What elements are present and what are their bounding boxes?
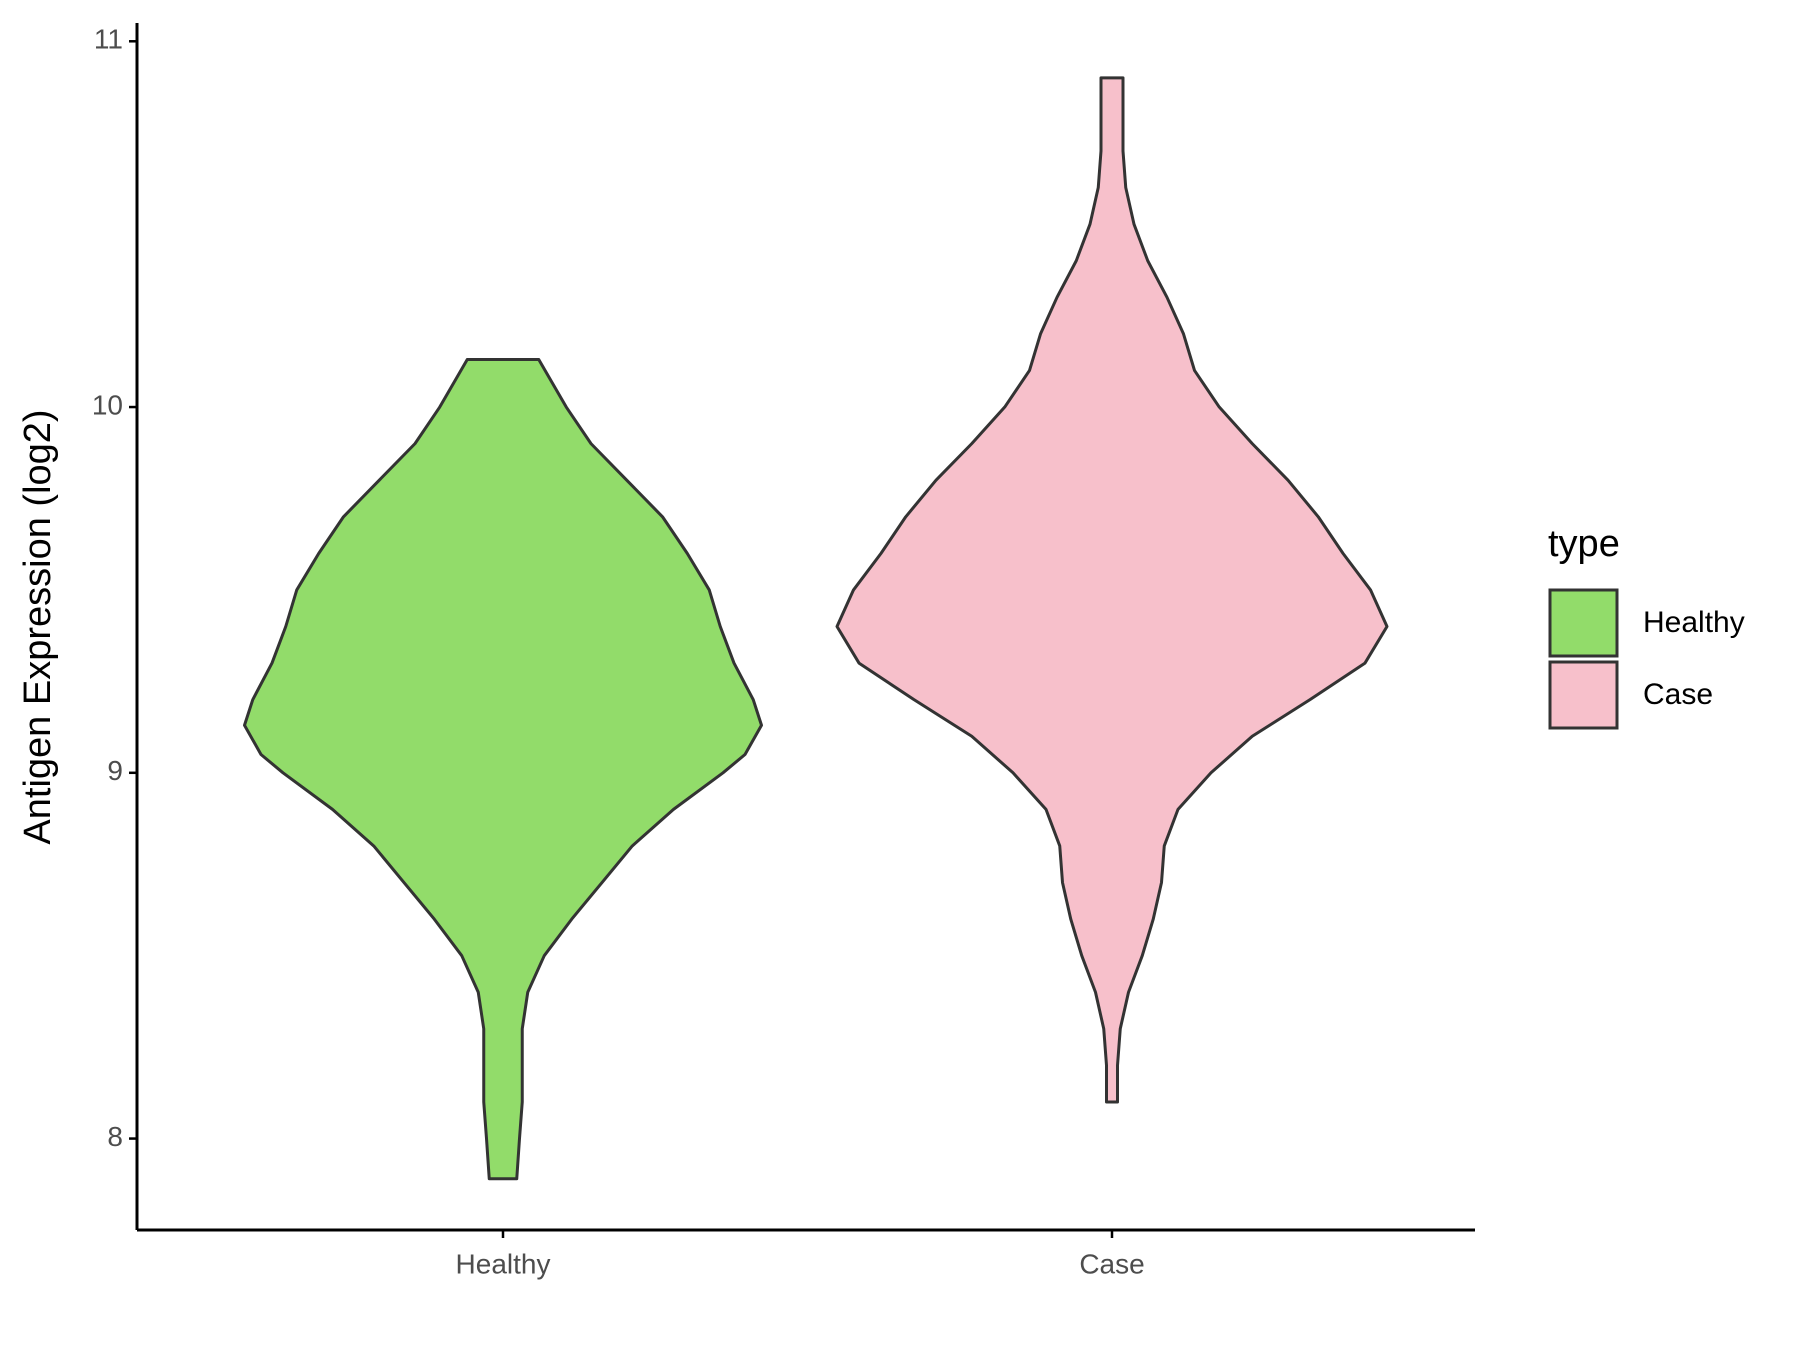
legend-key (1548, 660, 1619, 730)
y-tick-label: 10 (92, 389, 123, 420)
legend-label: Healthy (1643, 606, 1745, 639)
y-tick-label: 9 (107, 755, 123, 786)
legend-label: Case (1643, 678, 1713, 711)
violin-left (243, 357, 503, 1181)
y-tick-label: 11 (94, 24, 123, 55)
y-axis-label: Antigen Expression (log2) (17, 409, 59, 844)
legend-key (1548, 588, 1619, 658)
violin-right (1112, 76, 1389, 1104)
y-tick-label: 8 (107, 1121, 123, 1152)
legend-title: type (1548, 523, 1620, 565)
violin-left (835, 76, 1112, 1104)
x-tick-label: Case (1079, 1248, 1144, 1279)
x-tick-label: Healthy (456, 1248, 551, 1279)
violin-right (503, 357, 763, 1181)
